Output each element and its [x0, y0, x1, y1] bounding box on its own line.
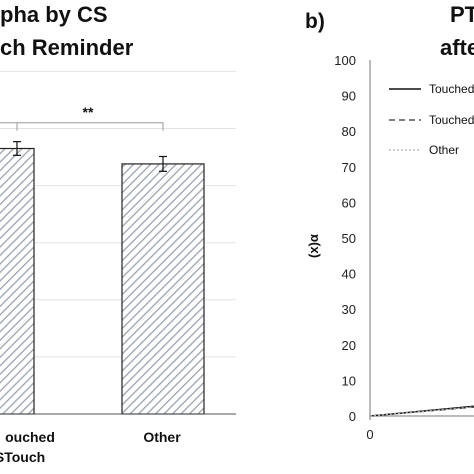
y-tick-label: 10: [342, 373, 356, 388]
legend-label-1: Touched: [429, 113, 474, 127]
y-tick-label: 30: [342, 302, 356, 317]
y-axis-ticks: 0 10 20 30 40 50 60 70 80 90 100: [334, 53, 356, 424]
y-tick-label: 90: [342, 89, 356, 104]
bar-series: [0, 141, 205, 415]
line-series: [369, 405, 474, 417]
legend-label-2: Other: [429, 143, 459, 157]
significance-bracket: **: [0, 104, 164, 131]
y-tick-label: 60: [342, 195, 356, 210]
line-chart-title-line-2: afte: [440, 35, 474, 60]
bar-chart-title-line-2: ch Reminder: [0, 35, 134, 60]
y-tick-label: 80: [342, 124, 356, 139]
bar-chart-panel: pha by CS ch Reminder ** ouched STouch O…: [0, 2, 236, 465]
y-tick-label: 40: [342, 267, 356, 282]
y-tick-label: 0: [349, 409, 356, 424]
series-line-solid: [369, 405, 474, 417]
y-tick-label: 50: [342, 231, 356, 246]
y-tick-label: 100: [334, 53, 356, 68]
panel-label-b: b): [305, 10, 325, 33]
series-line-dotted: [369, 406, 474, 417]
x-tick-label: 0: [366, 427, 373, 442]
series-line-dashed: [369, 406, 474, 417]
y-tick-label: 70: [342, 160, 356, 175]
bar-chart-title-line-1: pha by CS: [0, 2, 108, 27]
bar: [121, 163, 205, 415]
legend-label-0: Touched: [429, 82, 474, 96]
bar: [0, 147, 35, 415]
significance-bracket-left: [0, 122, 18, 131]
y-axis-label: (x)α: [306, 234, 321, 258]
significance-label: **: [83, 104, 94, 120]
bar-category-sublabel-0: STouch: [0, 449, 45, 465]
bar-category-label-1: Other: [143, 429, 181, 445]
significance-bracket-line: [17, 122, 164, 131]
legend: Touched Touched Other: [389, 82, 474, 157]
y-tick-label: 20: [342, 338, 356, 353]
line-chart-title-line-1: PT: [450, 2, 474, 27]
bar-category-label-0: ouched: [5, 429, 55, 445]
